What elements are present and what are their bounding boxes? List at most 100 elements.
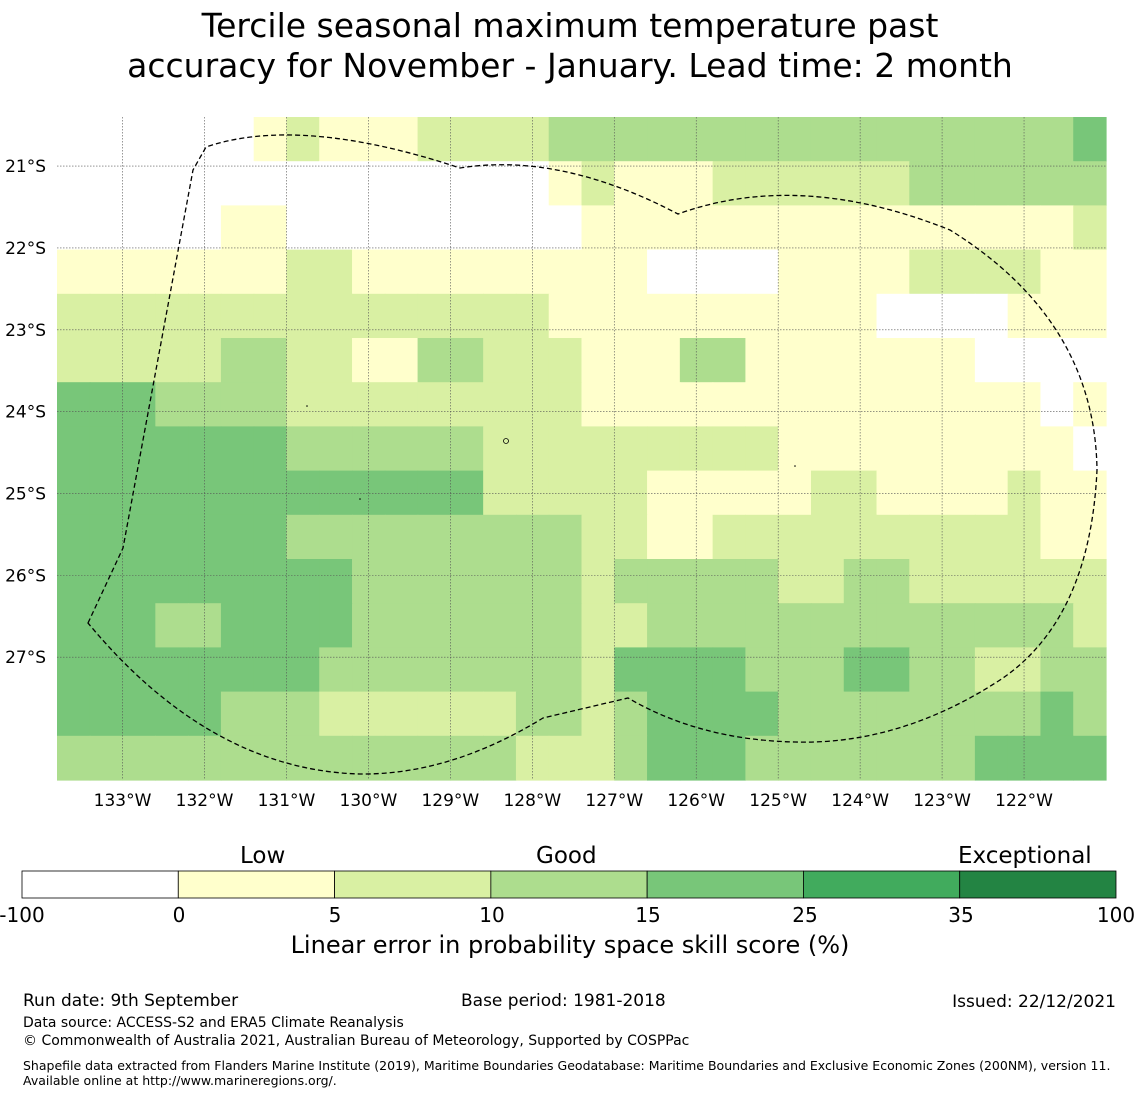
- longitude-labels: 133°W 132°W 131°W 130°W 129°W 128°W 127°W 126°W…: [94, 791, 1053, 811]
- grid-cell: [876, 735, 910, 781]
- grid-cell: [614, 161, 648, 206]
- grid-cell: [319, 514, 353, 560]
- grid-cell: [876, 691, 910, 737]
- run-date: Run date: 9th September: [23, 991, 239, 1011]
- grid-cell: [909, 603, 943, 648]
- grid-cell: [712, 117, 747, 162]
- grid-cell: [417, 514, 451, 560]
- grid-cell: [614, 205, 648, 251]
- grid-cell: [810, 426, 845, 472]
- grid-cell: [515, 293, 550, 339]
- eez-boundary-line: [87, 134, 1098, 775]
- grid-cell: [89, 647, 124, 693]
- grid-cell: [778, 603, 812, 648]
- grid-cell: [188, 735, 222, 781]
- grid-cell: [57, 161, 91, 206]
- grid-cell: [581, 426, 615, 472]
- grid-cell: [220, 647, 255, 693]
- colorbar-segment: [177, 870, 335, 899]
- grid-cell: [810, 205, 845, 251]
- grid-cell: [1073, 249, 1107, 295]
- grid-cell: [745, 735, 779, 781]
- grid-cell: [679, 735, 714, 781]
- grid-cell: [876, 117, 910, 162]
- grid-cell: [778, 559, 812, 604]
- grid-cell: [614, 514, 648, 560]
- grid-cell: [614, 559, 648, 604]
- grid-cell: [384, 205, 419, 251]
- grid-cell: [1073, 117, 1107, 162]
- grid-cell: [515, 559, 550, 604]
- grid-cell: [286, 647, 320, 693]
- grid-cell: [1040, 293, 1074, 339]
- grid-cell: [548, 338, 583, 383]
- grid-cell: [909, 514, 943, 560]
- grid-cell: [286, 249, 320, 295]
- grid-cell: [974, 514, 1009, 560]
- grid-cell: [679, 426, 714, 472]
- grid-cell: [712, 603, 747, 648]
- colorbar-word-good: Good: [536, 843, 597, 869]
- grid-cell: [1073, 382, 1107, 427]
- grid-cell: [1040, 603, 1074, 648]
- grid-cell: [384, 249, 419, 295]
- grid-cell: [57, 249, 91, 295]
- grid-cell: [417, 647, 451, 693]
- grid-cell: [1073, 735, 1107, 781]
- grid-cell: [1073, 559, 1107, 604]
- grid-cell: [122, 559, 156, 604]
- grid-cell: [483, 470, 517, 516]
- grid-cell: [647, 161, 681, 206]
- grid-cell: [286, 603, 320, 648]
- grid-cell: [122, 249, 156, 295]
- grid-cell: [778, 161, 812, 206]
- grid-cell: [876, 426, 910, 472]
- grid-cell: [581, 249, 615, 295]
- grid-cell: [417, 338, 451, 383]
- grid-cell: [57, 293, 91, 339]
- grid-cell: [581, 691, 615, 737]
- grid-cell: [548, 117, 583, 162]
- grid-cell: [1040, 205, 1074, 251]
- grid-cell: [220, 603, 255, 648]
- data-source: Data source: ACCESS-S2 and ERA5 Climate …: [23, 1015, 404, 1031]
- grid-cell: [1007, 161, 1042, 206]
- grid-cell: [679, 249, 714, 295]
- grid-cell: [483, 603, 517, 648]
- grid-cell: [122, 293, 156, 339]
- latitude-label: 23°S: [5, 321, 46, 341]
- grid-cell: [843, 603, 878, 648]
- grid-cell: [89, 691, 124, 737]
- grid-cell: [1040, 735, 1074, 781]
- grid-cell: [515, 691, 550, 737]
- grid-cell: [745, 249, 779, 295]
- grid-cell: [352, 735, 386, 781]
- grid-cell: [581, 338, 615, 383]
- title-line-1: Tercile seasonal maximum temperature pas…: [201, 6, 939, 45]
- grid-cell: [155, 735, 189, 781]
- grid-cell: [548, 293, 583, 339]
- grid-cell: [1040, 161, 1074, 206]
- latitude-label: 21°S: [5, 157, 46, 177]
- grid-cell: [548, 559, 583, 604]
- grid-cell: [286, 470, 320, 516]
- grid-cell: [483, 338, 517, 383]
- grid-cell: [515, 382, 550, 427]
- grid-cell: [122, 161, 156, 206]
- grid-cell: [1073, 161, 1107, 206]
- grid-cell: [57, 603, 91, 648]
- grid-cell: [253, 205, 288, 251]
- grid-cell: [647, 647, 681, 693]
- grid-cell: [155, 382, 189, 427]
- grid-cell: [384, 514, 419, 560]
- grid-cell: [450, 117, 484, 162]
- grid-cell: [942, 426, 976, 472]
- colorbar-tick: 5: [328, 903, 342, 927]
- grid-cell: [57, 338, 91, 383]
- grid-cell: [876, 249, 910, 295]
- grid-cell: [286, 426, 320, 472]
- grid-cell: [843, 559, 878, 604]
- grid-cell: [122, 426, 156, 472]
- grid-cell: [1073, 514, 1107, 560]
- grid-cell: [614, 382, 648, 427]
